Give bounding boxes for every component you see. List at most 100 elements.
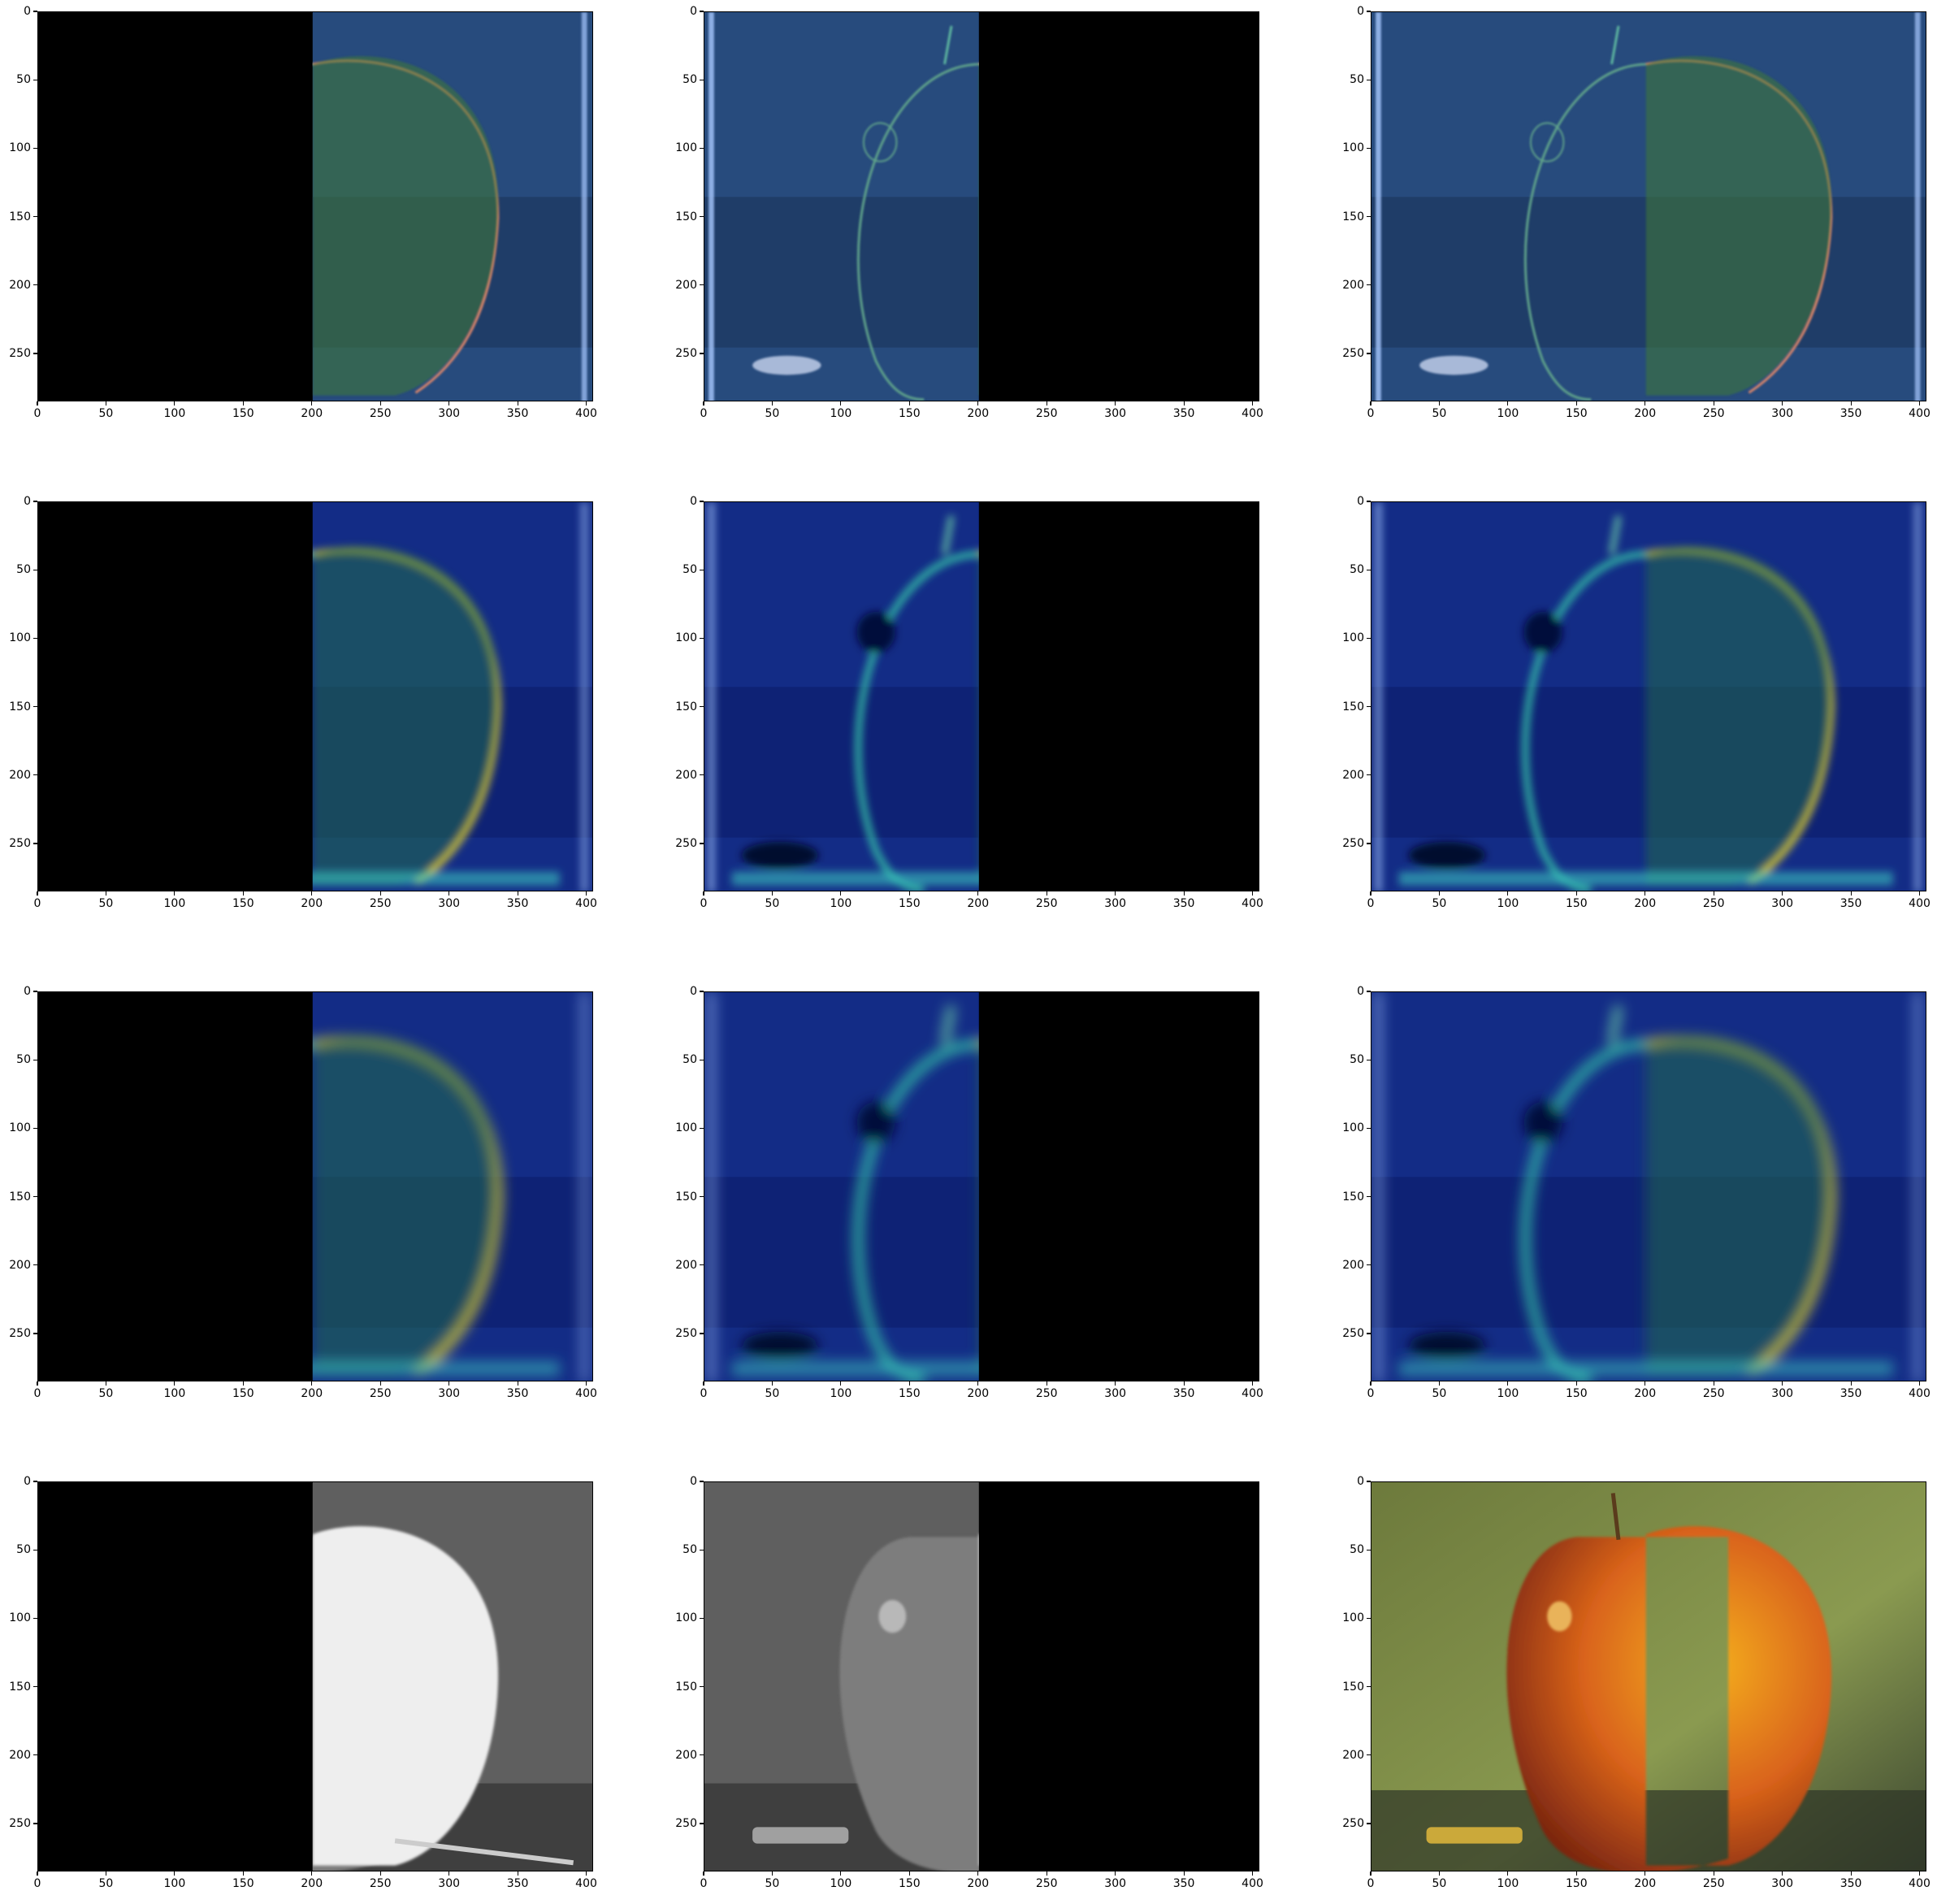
x-tick-label: 150	[898, 1387, 921, 1400]
x-tick-label: 50	[1432, 897, 1447, 910]
x-tick-label: 150	[898, 897, 921, 910]
x-tick-mark	[1918, 891, 1921, 896]
x-tick-mark	[379, 1871, 381, 1876]
x-tick-label: 100	[830, 897, 852, 910]
x-tick-label: 350	[506, 1387, 529, 1400]
x-tick-mark	[703, 401, 704, 406]
panel-r1-c1: 0 50 100 150 200 250 300 350 400 0 50 100 150 200 250	[9, 5, 609, 434]
x-tick-mark	[379, 891, 381, 896]
y-tick-label: 0	[24, 985, 31, 998]
x-tick-mark	[1251, 891, 1254, 896]
image-content	[704, 502, 979, 891]
x-tick-mark	[174, 1871, 176, 1876]
y-tick-mark	[1367, 843, 1371, 844]
y-tick-mark	[33, 1333, 37, 1334]
y-tick-label: 0	[690, 495, 697, 508]
y-tick-mark	[33, 1549, 37, 1551]
x-tick-label: 200	[1634, 1877, 1657, 1890]
x-tick-label: 400	[1242, 407, 1263, 420]
x-tick-mark	[1507, 1381, 1509, 1386]
x-tick-label: 50	[765, 1387, 780, 1400]
y-tick-mark	[33, 774, 37, 776]
x-tick-mark	[1115, 891, 1116, 896]
y-tick-mark	[33, 1127, 37, 1129]
x-tick-mark	[771, 891, 774, 896]
x-tick-mark	[1183, 1381, 1185, 1386]
image-plot	[1372, 502, 1926, 891]
x-tick-label: 350	[506, 897, 529, 910]
y-tick-label: 100	[675, 1611, 697, 1625]
y-tick-mark	[33, 706, 37, 708]
x-tick-label: 400	[1242, 1877, 1263, 1890]
x-tick-label: 300	[438, 1877, 461, 1890]
x-tick-label: 300	[1104, 407, 1127, 420]
y-tick-label: 150	[1342, 1680, 1364, 1694]
y-tick-label: 150	[1342, 210, 1364, 223]
y-tick-label: 0	[690, 5, 697, 18]
x-tick-mark	[1918, 1381, 1921, 1386]
y-tick-label: 50	[682, 1543, 697, 1557]
x-tick-mark	[1115, 401, 1116, 406]
x-tick-mark	[1183, 1871, 1185, 1876]
x-tick-mark	[1850, 891, 1852, 896]
x-tick-label: 100	[830, 1387, 852, 1400]
x-tick-mark	[1575, 401, 1577, 406]
y-tick-mark	[33, 1617, 37, 1619]
image-content	[704, 992, 979, 1381]
x-tick-label: 350	[1172, 1387, 1195, 1400]
x-tick-mark	[1782, 401, 1783, 406]
x-tick-mark	[311, 401, 313, 406]
y-tick-mark	[1367, 1823, 1371, 1824]
x-tick-label: 50	[98, 1877, 114, 1890]
x-tick-label: 0	[1367, 1877, 1375, 1890]
y-tick-label: 100	[9, 631, 31, 645]
x-tick-label: 50	[98, 407, 114, 420]
y-tick-label: 50	[16, 1543, 31, 1557]
y-tick-label: 200	[675, 1748, 697, 1762]
y-tick-label: 250	[9, 1327, 31, 1341]
x-tick-label: 250	[1702, 407, 1725, 420]
y-tick-mark	[33, 637, 37, 639]
x-tick-mark	[1782, 1871, 1783, 1876]
x-tick-mark	[1507, 1871, 1509, 1876]
x-tick-mark	[1644, 401, 1646, 406]
x-tick-label: 300	[1104, 1877, 1127, 1890]
x-tick-label: 0	[1367, 897, 1375, 910]
y-tick-mark	[33, 216, 37, 218]
x-tick-label: 350	[1840, 407, 1862, 420]
x-tick-mark	[311, 1381, 313, 1386]
panel-r3-c1: 0 50 100 150 200 250 300 350 400 0 50 100 150 200 250	[9, 985, 609, 1414]
x-tick-mark	[840, 1381, 842, 1386]
image-plot	[1372, 12, 1926, 401]
x-tick-mark	[174, 401, 176, 406]
y-tick-label: 100	[1342, 1121, 1364, 1135]
y-tick-mark	[700, 1549, 704, 1551]
x-tick-label: 300	[438, 1387, 461, 1400]
panel-r4-c3: 0 50 100 150 200 250 300 350 400 0 50 100 150 200 250	[1342, 1475, 1937, 1904]
y-tick-label: 0	[24, 1475, 31, 1488]
x-tick-mark	[585, 1871, 587, 1876]
y-tick-label: 50	[1350, 1543, 1364, 1557]
y-tick-mark	[1367, 216, 1371, 218]
x-tick-mark	[977, 401, 979, 406]
x-tick-mark	[242, 401, 244, 406]
image-content	[312, 992, 592, 1381]
x-tick-mark	[977, 1871, 979, 1876]
x-tick-mark	[908, 401, 910, 406]
x-tick-label: 200	[1634, 897, 1657, 910]
image-axes	[37, 1481, 593, 1871]
y-tick-label: 250	[1342, 1817, 1364, 1831]
image-content	[704, 12, 979, 401]
y-tick-mark	[1367, 1264, 1371, 1266]
image-content	[312, 1482, 592, 1871]
y-tick-label: 250	[1342, 347, 1364, 361]
panel-r3-c3: 0 50 100 150 200 250 300 350 400 0 50 100 150 200 250	[1342, 985, 1937, 1414]
y-tick-mark	[33, 1264, 37, 1266]
x-tick-mark	[1507, 891, 1509, 896]
y-tick-label: 250	[9, 1817, 31, 1831]
y-tick-label: 50	[682, 1053, 697, 1067]
x-tick-label: 100	[1497, 407, 1519, 420]
x-tick-label: 250	[1702, 1877, 1725, 1890]
y-tick-label: 250	[675, 1327, 697, 1341]
x-tick-label: 100	[163, 1877, 186, 1890]
